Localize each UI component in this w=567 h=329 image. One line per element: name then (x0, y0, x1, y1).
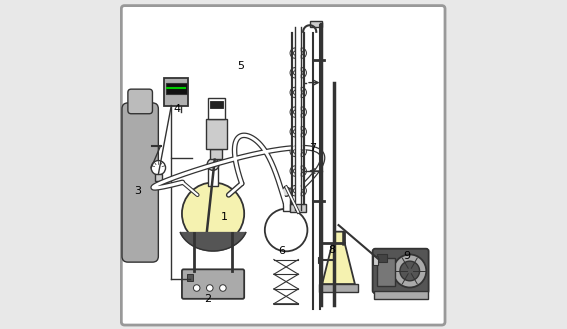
FancyBboxPatch shape (122, 103, 158, 262)
Wedge shape (301, 87, 306, 98)
FancyBboxPatch shape (373, 249, 429, 293)
Bar (210, 101, 223, 108)
Wedge shape (290, 126, 295, 137)
Bar (374, 291, 428, 299)
Text: 6: 6 (278, 246, 285, 256)
Text: 2: 2 (204, 294, 211, 304)
Bar (319, 284, 358, 292)
Circle shape (393, 254, 426, 288)
Wedge shape (301, 67, 306, 78)
Wedge shape (290, 48, 295, 58)
Bar (373, 256, 378, 265)
Wedge shape (290, 146, 295, 157)
Circle shape (207, 159, 219, 170)
Polygon shape (322, 232, 355, 284)
Bar (208, 98, 225, 119)
Polygon shape (180, 233, 246, 251)
Text: 5: 5 (238, 61, 244, 71)
Wedge shape (290, 186, 295, 196)
Circle shape (151, 161, 166, 175)
Wedge shape (301, 48, 306, 58)
Wedge shape (301, 146, 306, 157)
Bar (377, 258, 395, 286)
FancyBboxPatch shape (128, 89, 153, 114)
Bar (206, 119, 227, 149)
Circle shape (182, 183, 244, 245)
Wedge shape (301, 126, 306, 137)
Circle shape (400, 261, 420, 281)
Text: 7: 7 (310, 143, 316, 153)
Wedge shape (290, 87, 295, 98)
Text: 8: 8 (328, 245, 336, 255)
Text: 4: 4 (174, 104, 180, 114)
Circle shape (206, 285, 213, 291)
Bar (377, 254, 387, 262)
Bar (310, 21, 322, 27)
FancyBboxPatch shape (182, 269, 244, 299)
Wedge shape (290, 166, 295, 176)
Wedge shape (301, 107, 306, 117)
Bar (282, 192, 290, 211)
Circle shape (219, 285, 226, 291)
Circle shape (265, 209, 307, 251)
Text: 9: 9 (403, 251, 410, 261)
Circle shape (282, 187, 291, 196)
Text: 1: 1 (221, 212, 227, 222)
Bar (318, 257, 322, 263)
FancyBboxPatch shape (121, 6, 445, 325)
Wedge shape (301, 166, 306, 176)
Bar (290, 204, 306, 212)
Circle shape (193, 285, 200, 291)
Bar (166, 83, 187, 94)
Wedge shape (290, 67, 295, 78)
Bar (155, 174, 162, 181)
Bar (209, 164, 218, 186)
Wedge shape (301, 186, 306, 196)
Bar (292, 34, 304, 204)
Bar (187, 274, 193, 281)
Wedge shape (290, 107, 295, 117)
Text: 3: 3 (134, 186, 141, 196)
Bar (210, 149, 222, 159)
Bar (164, 78, 188, 106)
